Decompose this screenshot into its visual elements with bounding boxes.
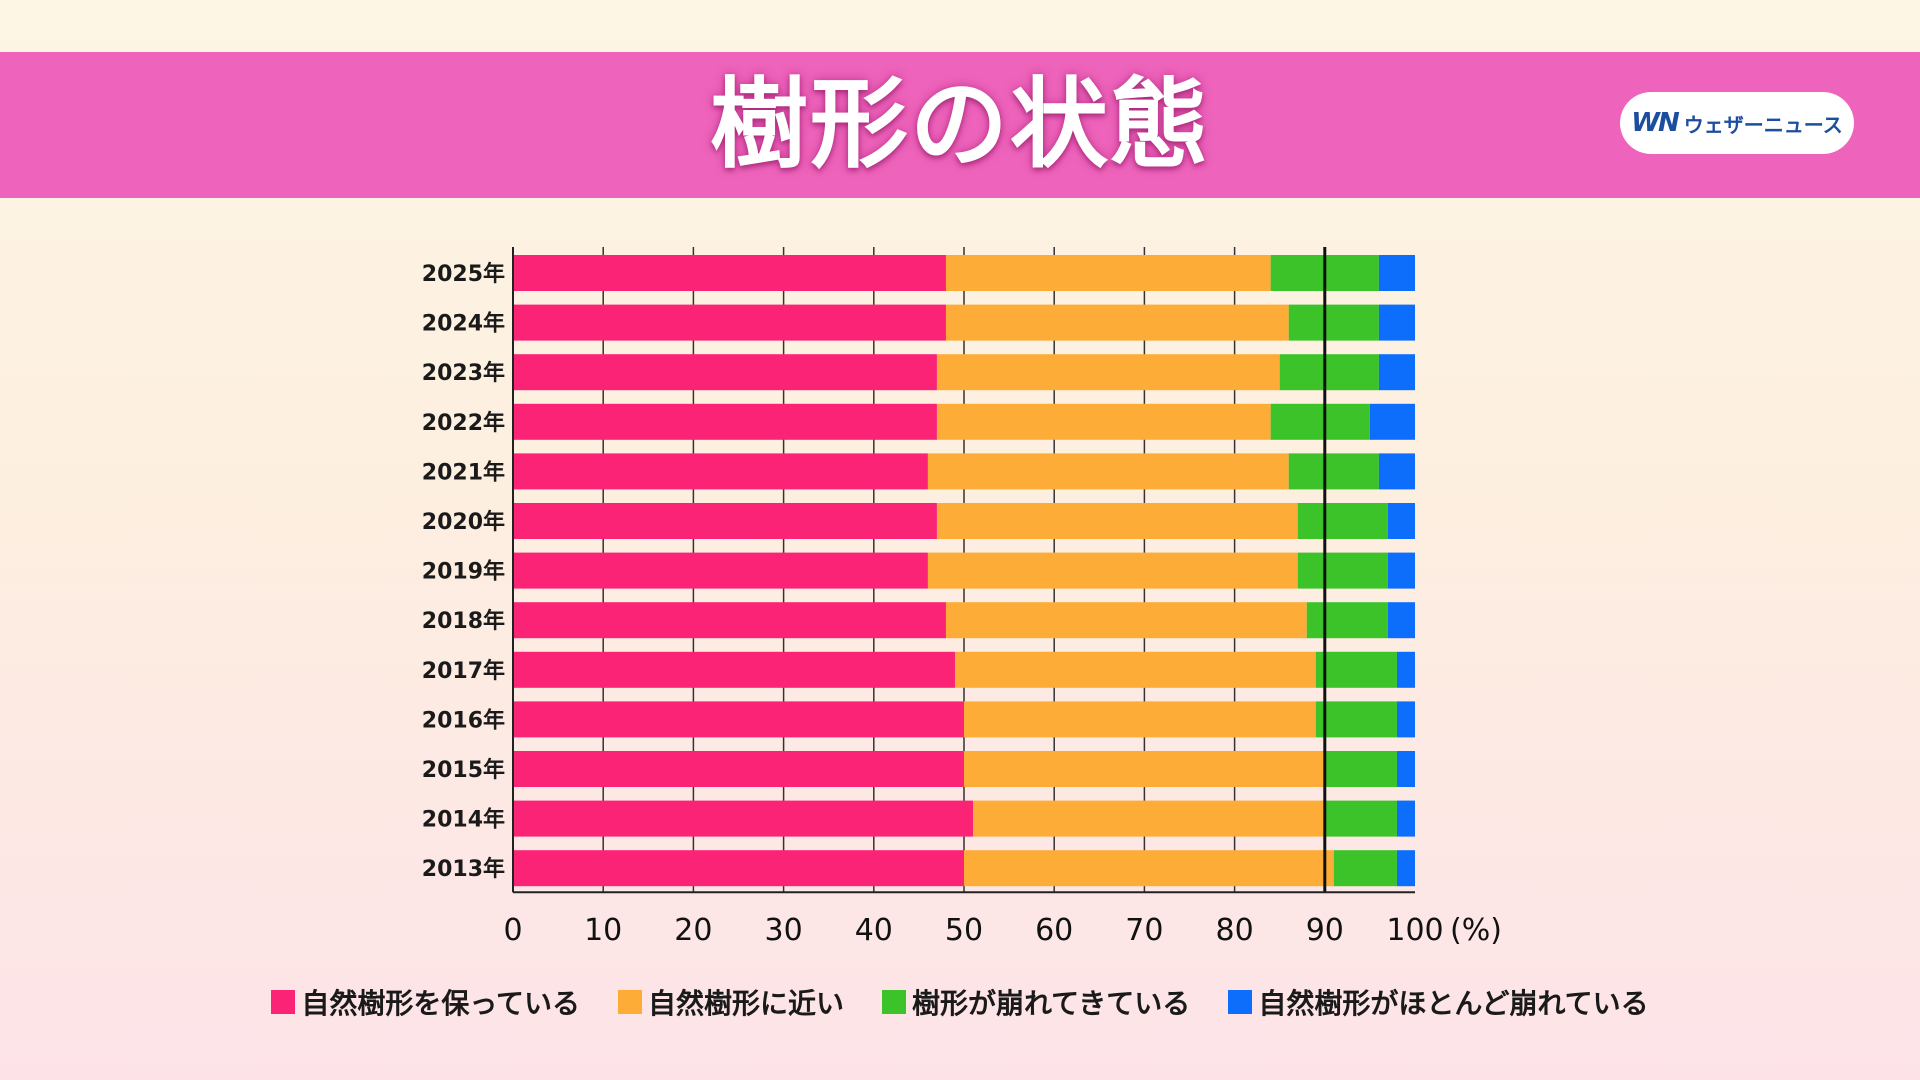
y-tick-label: 2017年 <box>422 658 505 684</box>
bar-segment <box>945 304 1289 341</box>
bar-segment <box>1288 453 1379 490</box>
brand-logo: WN ウェザーニュース <box>1620 92 1854 154</box>
brand-mark-icon: WN <box>1631 108 1679 138</box>
bar-segment <box>1396 751 1415 787</box>
bar-segment <box>1396 651 1415 688</box>
bar-segment <box>513 701 964 738</box>
bar-segment <box>513 403 937 440</box>
x-tick-label: 0 <box>503 913 522 948</box>
bar-segment <box>513 602 946 639</box>
bar-segment <box>964 850 1334 887</box>
brand-name: ウェザーニュース <box>1683 112 1843 137</box>
page-title: 樹形の状態 <box>709 68 1210 182</box>
bar-segment <box>1288 304 1379 341</box>
y-tick-label: 2021年 <box>422 459 505 485</box>
bar-segment <box>513 304 946 341</box>
bar-segment <box>1324 800 1397 837</box>
legend-swatch <box>271 990 296 1014</box>
y-tick-label: 2019年 <box>422 559 505 585</box>
bar-segment <box>1324 751 1397 787</box>
bar-segment <box>1270 403 1370 440</box>
bar-segment <box>1396 701 1415 738</box>
bar-segment <box>1333 850 1397 887</box>
bar-segment <box>1396 800 1415 837</box>
legend-item: 自然樹形がほとんど崩れている <box>1228 982 1649 1022</box>
legend-item: 樹形が崩れてきている <box>881 982 1191 1022</box>
y-tick-label: 2020年 <box>422 509 505 535</box>
bar-segment <box>513 800 974 837</box>
legend-label: 自然樹形を保っている <box>301 987 580 1020</box>
bar-segment <box>927 552 1298 589</box>
bar-segment <box>1297 503 1388 539</box>
y-tick-label: 2013年 <box>422 856 505 882</box>
bar-segment <box>1387 602 1415 639</box>
bar-segment <box>513 751 964 787</box>
y-tick-label: 2018年 <box>422 608 505 634</box>
bar-segment <box>945 255 1271 291</box>
bar-segment <box>1315 701 1397 738</box>
header-banner: 樹形の状態 WN ウェザーニュース <box>0 52 1920 198</box>
bar-segment <box>936 354 1280 391</box>
legend-swatch <box>617 990 642 1014</box>
legend-label: 自然樹形がほとんど崩れている <box>1258 987 1649 1020</box>
bar-segment <box>1378 453 1415 490</box>
x-tick-label: 70 <box>1125 913 1163 948</box>
bar-segment <box>1315 651 1397 688</box>
legend-label: 自然樹形に近い <box>647 987 844 1020</box>
legend-item: 自然樹形に近い <box>617 982 844 1022</box>
y-tick-label: 2023年 <box>422 360 505 386</box>
x-tick-label: 90 <box>1306 913 1344 948</box>
bar-segment <box>1378 255 1415 291</box>
y-tick-label: 2025年 <box>422 261 505 287</box>
bar-segment <box>964 751 1325 787</box>
x-tick-label: 10 <box>584 913 622 948</box>
y-tick-label: 2016年 <box>422 707 505 733</box>
bar-segment <box>1369 403 1415 440</box>
bar-segment <box>936 403 1271 440</box>
bar-segment <box>936 503 1298 539</box>
legend: 自然樹形を保っている 自然樹形に近い 樹形が崩れてきている 自然樹形がほとんど崩れてい… <box>0 980 1920 1024</box>
bar-segment <box>513 453 928 490</box>
bar-segment <box>1306 602 1388 639</box>
x-tick-label: 80 <box>1216 913 1254 948</box>
x-tick-label: 100 <box>1386 913 1443 948</box>
bar-segment <box>973 800 1325 837</box>
x-tick-label: 40 <box>855 913 893 948</box>
y-tick-label: 2014年 <box>422 807 505 833</box>
bar-segment <box>1387 552 1415 589</box>
x-tick-label: 30 <box>765 913 803 948</box>
bar-segment <box>945 602 1307 639</box>
legend-swatch <box>881 990 906 1014</box>
bar-segment <box>1297 552 1388 589</box>
bar-segment <box>513 651 955 688</box>
x-tick-label: 50 <box>945 913 983 948</box>
y-tick-label: 2015年 <box>422 757 505 783</box>
axes <box>512 247 1415 894</box>
legend-label: 樹形が崩れてきている <box>911 987 1191 1020</box>
legend-item: 自然樹形を保っている <box>271 982 580 1022</box>
bar-segment <box>513 552 928 589</box>
bars <box>513 255 1415 887</box>
bar-segment <box>1378 304 1415 341</box>
bar-segment <box>964 701 1316 738</box>
x-axis-unit: (%) <box>1450 913 1502 948</box>
legend-swatch <box>1228 990 1253 1014</box>
y-axis-labels: 2025年 2024年 2023年 2022年 2021年 2020年 2019年 2018年… <box>422 261 505 882</box>
bar-segment <box>513 503 937 539</box>
x-tick-label: 20 <box>674 913 712 948</box>
bar-segment <box>513 255 946 291</box>
bar-segment <box>513 850 964 887</box>
bar-segment <box>954 651 1316 688</box>
bar-segment <box>1387 503 1415 539</box>
bar-segment <box>1378 354 1415 391</box>
y-tick-label: 2022年 <box>422 410 505 436</box>
x-tick-label: 60 <box>1035 913 1073 948</box>
bar-segment <box>927 453 1289 490</box>
y-tick-label: 2024年 <box>422 311 505 337</box>
bar-segment <box>513 354 937 391</box>
bar-segment <box>1279 354 1379 391</box>
x-axis-labels: 0 10 20 30 40 50 60 70 80 90 100 (%) <box>503 913 1501 948</box>
bar-segment <box>1396 850 1415 887</box>
